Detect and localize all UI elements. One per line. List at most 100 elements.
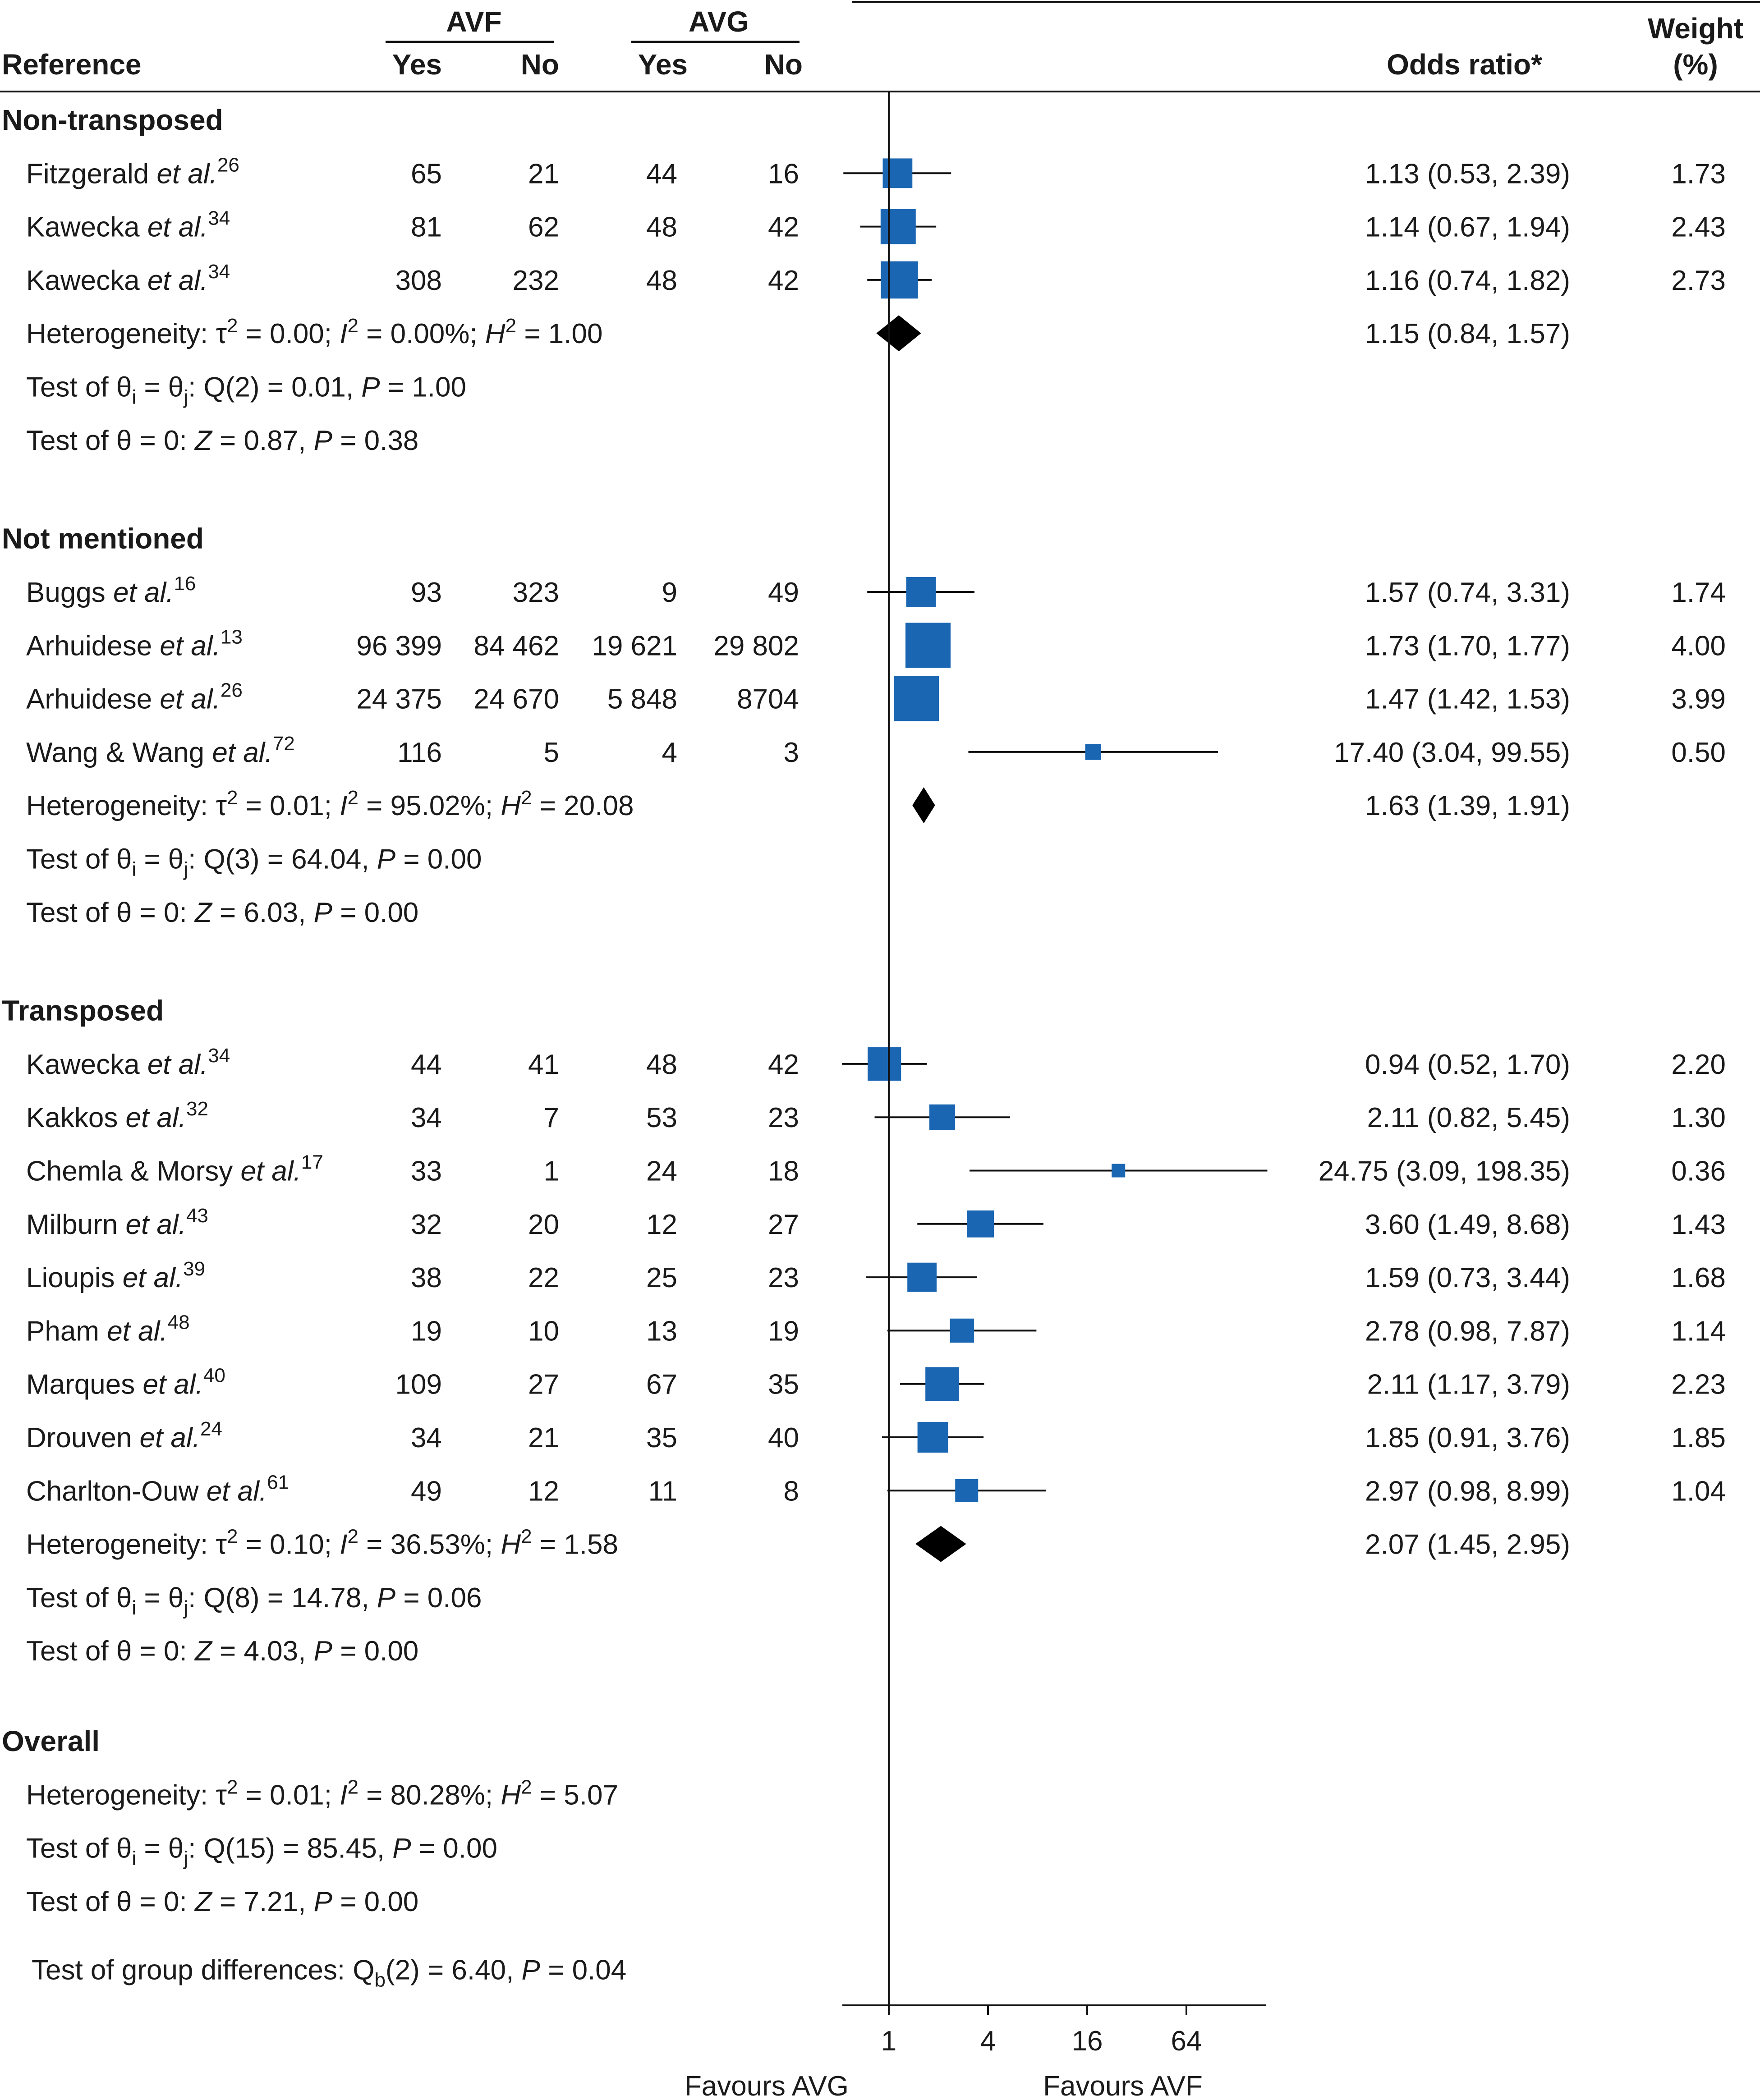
weight-label: 1.43 [1671, 1209, 1726, 1240]
pooled-diamond [915, 1526, 966, 1562]
plot-marks [842, 158, 1268, 1562]
study-marker [1085, 744, 1101, 760]
z-test-text: Test of θ = 0: Z = 4.03, P = 0.00 [26, 1636, 418, 1667]
weight-label: 2.43 [1671, 212, 1726, 243]
weight-label: 1.73 [1671, 158, 1726, 189]
cell-avf-no: 5 [544, 737, 559, 768]
cell-avg-yes: 13 [646, 1316, 677, 1347]
cell-avf-yes: 32 [411, 1209, 442, 1240]
cell-avg-yes: 4 [662, 737, 677, 768]
study-reference: Arhuidese et al.26 [26, 679, 243, 715]
study-marker [950, 1318, 974, 1343]
pooled-odds-ratio-label: 1.63 (1.39, 1.91) [1365, 790, 1570, 821]
pooled-diamond [912, 787, 935, 824]
heterogeneity-text: Heterogeneity: τ2 = 0.01; I2 = 95.02%; H… [26, 787, 634, 821]
heterogeneity-text: Heterogeneity: τ2 = 0.10; I2 = 36.53%; H… [26, 1526, 618, 1560]
odds-ratio-label: 1.13 (0.53, 2.39) [1365, 158, 1570, 189]
cell-avg-no: 23 [768, 1102, 799, 1133]
cell-avf-yes: 34 [411, 1422, 442, 1453]
cell-avf-no: 7 [544, 1102, 559, 1133]
study-reference: Wang & Wang et al.72 [26, 733, 295, 768]
cell-avg-no: 23 [768, 1262, 799, 1293]
cell-avf-yes: 44 [411, 1049, 442, 1080]
cell-avg-yes: 24 [646, 1156, 677, 1187]
study-marker [955, 1479, 979, 1502]
weight-label: 0.36 [1671, 1156, 1726, 1187]
cell-avg-yes: 25 [646, 1262, 677, 1293]
study-marker [907, 1262, 937, 1292]
odds-ratio-label: 24.75 (3.09, 198.35) [1319, 1156, 1570, 1187]
odds-ratio-label: 1.73 (1.70, 1.77) [1365, 630, 1570, 661]
study-reference: Fitzgerald et al.26 [26, 154, 239, 189]
header-weight-line1: Weight [1648, 12, 1743, 45]
x-tick-label: 1 [881, 2026, 896, 2057]
z-test-text: Test of θ = 0: Z = 0.87, P = 0.38 [26, 425, 418, 456]
cell-avg-no: 40 [768, 1422, 799, 1453]
overall-heterogeneity-text: Heterogeneity: τ2 = 0.01; I2 = 80.28%; H… [26, 1776, 618, 1811]
odds-ratio-label: 0.94 (0.52, 1.70) [1365, 1049, 1570, 1080]
pooled-odds-ratio-label: 1.15 (0.84, 1.57) [1365, 318, 1570, 349]
study-reference: Drouven et al.24 [26, 1418, 222, 1453]
odds-ratio-label: 1.57 (0.74, 3.31) [1365, 577, 1570, 608]
cell-avf-no: 21 [528, 1422, 559, 1453]
overall-q-test-text: Test of θi = θj: Q(15) = 85.45, P = 0.00 [26, 1833, 497, 1870]
x-axis: 1 4 16 64 Favours AVG Favours AVF [685, 92, 1266, 2100]
cell-avf-yes: 96 399 [356, 630, 442, 661]
cell-avg-yes: 48 [646, 212, 677, 243]
header-avf: AVF [446, 5, 501, 38]
study-reference: Kawecka et al.34 [26, 207, 230, 243]
cell-avf-no: 20 [528, 1209, 559, 1240]
study-reference: Charlton-Ouw et al.61 [26, 1471, 289, 1507]
cell-avf-yes: 19 [411, 1316, 442, 1347]
header-avg-yes: Yes [638, 48, 688, 81]
study-reference: Chemla & Morsy et al.17 [26, 1151, 323, 1187]
study-marker [967, 1210, 994, 1238]
group-heading: Transposed [2, 995, 164, 1027]
overall-heading: Overall [2, 1725, 100, 1757]
cell-avf-no: 10 [528, 1316, 559, 1347]
overall-z-test-text: Test of θ = 0: Z = 7.21, P = 0.00 [26, 1886, 418, 1917]
study-reference: Lioupis et al.39 [26, 1258, 205, 1293]
z-test-text: Test of θ = 0: Z = 6.03, P = 0.00 [26, 897, 418, 928]
cell-avf-yes: 33 [411, 1156, 442, 1187]
cell-avf-yes: 49 [411, 1476, 442, 1507]
weight-label: 1.74 [1671, 577, 1726, 608]
header-avg-no: No [764, 48, 803, 81]
odds-ratio-label: 2.11 (1.17, 3.79) [1367, 1369, 1570, 1400]
study-marker [929, 1104, 956, 1130]
header-avf-yes: Yes [392, 48, 442, 81]
study-marker [1112, 1164, 1126, 1178]
header-avf-no: No [521, 48, 559, 81]
cell-avf-no: 1 [544, 1156, 559, 1187]
cell-avf-yes: 81 [411, 212, 442, 243]
odds-ratio-label: 1.14 (0.67, 1.94) [1365, 212, 1570, 243]
weight-label: 2.20 [1671, 1049, 1726, 1080]
cell-avf-yes: 109 [395, 1369, 442, 1400]
cell-avg-no: 27 [768, 1209, 799, 1240]
odds-ratio-label: 2.97 (0.98, 8.99) [1365, 1476, 1570, 1507]
study-marker [906, 577, 936, 607]
group-heading: Non-transposed [2, 104, 223, 136]
cell-avf-no: 27 [528, 1369, 559, 1400]
x-tick-label: 4 [980, 2026, 996, 2057]
cell-avg-yes: 11 [648, 1476, 677, 1507]
cell-avg-no: 29 802 [713, 630, 799, 661]
weight-label: 2.73 [1671, 265, 1726, 296]
cell-avf-no: 22 [528, 1262, 559, 1293]
cell-avf-no: 84 462 [473, 630, 559, 661]
cell-avg-no: 16 [768, 158, 799, 189]
header-avg: AVG [689, 5, 749, 38]
header-weight-line2: (%) [1673, 48, 1718, 81]
weight-label: 1.14 [1671, 1316, 1726, 1347]
odds-ratio-label: 2.78 (0.98, 7.87) [1365, 1316, 1570, 1347]
cell-avg-no: 19 [768, 1316, 799, 1347]
group-heading: Not mentioned [2, 523, 204, 555]
table-header: Reference AVF AVG Yes No Yes No Odds rat… [0, 1, 1760, 92]
study-marker [882, 158, 913, 188]
cell-avg-yes: 5 848 [607, 684, 677, 715]
header-odds-ratio: Odds ratio* [1387, 48, 1542, 81]
q-test-text: Test of θi = θj: Q(3) = 64.04, P = 0.00 [26, 844, 482, 880]
x-tick-label: 64 [1171, 2026, 1202, 2057]
cell-avg-yes: 9 [662, 577, 677, 608]
